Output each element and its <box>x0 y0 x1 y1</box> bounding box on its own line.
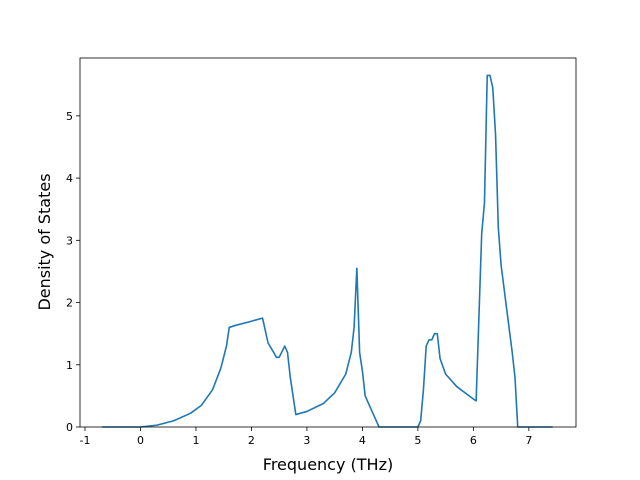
x-tick-label: 7 <box>525 434 532 447</box>
line <box>102 74 553 428</box>
y-tick-label: 0 <box>66 421 73 434</box>
y-tick-label: 4 <box>66 172 73 185</box>
x-tick-label: 4 <box>359 434 366 447</box>
x-tick-label: 3 <box>303 434 310 447</box>
x-tick-label: 6 <box>470 434 477 447</box>
x-tick-label: 2 <box>248 434 255 447</box>
y-tick-label: 2 <box>66 297 73 310</box>
plot-frame <box>79 57 577 428</box>
x-tick-label: 1 <box>192 434 199 447</box>
y-tick-label: 5 <box>66 110 73 123</box>
y-tick-label: 1 <box>66 359 73 372</box>
x-tick-label: -1 <box>80 434 91 447</box>
x-tick-label: 0 <box>137 434 144 447</box>
x-axis-label: Frequency (THz) <box>263 455 393 474</box>
y-tick-label: 3 <box>66 234 73 247</box>
x-tick-label: 5 <box>414 434 421 447</box>
y-axis-label: Density of States <box>35 173 54 310</box>
